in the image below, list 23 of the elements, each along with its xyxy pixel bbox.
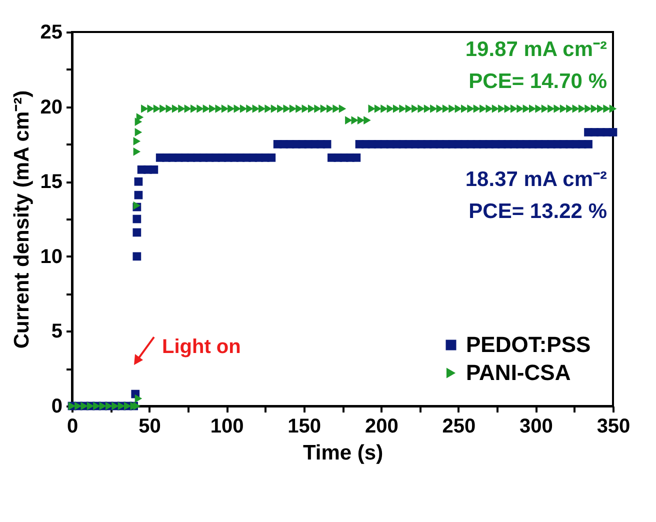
annotation: PCE= 14.70 % [468, 70, 608, 93]
y-tick-label: 25 [40, 22, 62, 44]
x-tick-label: 100 [210, 416, 244, 438]
x-tick-label: 200 [364, 416, 398, 438]
annotation: 19.87 mA cm⁻² [465, 38, 608, 61]
x-tick-label: 250 [442, 416, 476, 438]
y-tick-label: 20 [40, 96, 62, 118]
y-tick-label: 5 [51, 320, 62, 343]
x-tick-label: 50 [138, 416, 161, 438]
x-tick-label: 300 [520, 416, 553, 438]
x-tick-label: 150 [288, 416, 322, 438]
y-tick-label: 10 [40, 246, 62, 268]
legend-label: PEDOT:PSS [466, 332, 591, 357]
y-tick-label: 0 [51, 396, 62, 418]
annotation: PCE= 13.22 % [468, 200, 608, 223]
annotation: Light on [162, 336, 241, 358]
annotation: 18.37 mA cm⁻² [465, 168, 608, 191]
y-axis-title: Current density (mA cm⁻²) [10, 90, 34, 349]
x-tick-label: 0 [66, 416, 78, 438]
x-axis-title: Time (s) [302, 442, 384, 464]
legend-label: PANI-CSA [466, 360, 571, 385]
y-tick-label: 15 [40, 171, 62, 194]
x-tick-label: 350 [596, 416, 630, 438]
